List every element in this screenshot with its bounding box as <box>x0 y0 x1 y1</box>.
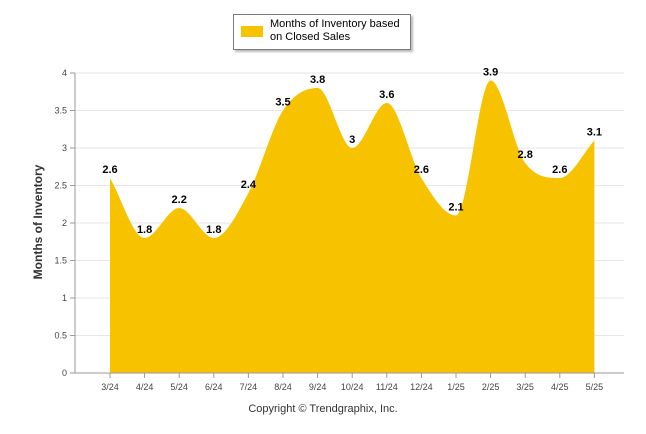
x-tick-label: 11/24 <box>376 382 398 392</box>
x-tick-label: 8/24 <box>274 382 292 392</box>
data-label: 3.6 <box>379 89 394 101</box>
data-labels: 2.6 1.8 2.2 1.8 2.4 3.5 3.8 3 3.6 2.6 2.1 3.9 2.8 2.6… <box>102 67 602 237</box>
data-label: 2.2 <box>172 194 187 206</box>
area-series <box>110 80 595 373</box>
data-label: 3.5 <box>275 97 290 109</box>
legend-label: Months of Inventory based on Closed Sale… <box>270 18 400 43</box>
y-tick-label: 3 <box>62 143 67 153</box>
y-axis-title: Months of Inventory <box>31 164 45 279</box>
axes <box>74 73 624 374</box>
x-tick-label: 10/24 <box>341 382 364 392</box>
x-tick-label: 6/24 <box>205 382 223 392</box>
area-fill <box>110 80 595 373</box>
y-tick-label: 0.5 <box>54 331 67 341</box>
legend: Months of Inventory based on Closed Sale… <box>233 14 411 50</box>
y-tick-label: 2 <box>62 218 67 228</box>
data-label: 2.4 <box>241 179 257 191</box>
data-label: 1.8 <box>137 224 152 236</box>
data-label: 1.8 <box>206 224 221 236</box>
x-tick-label: 4/24 <box>136 382 154 392</box>
data-label: 2.1 <box>448 202 463 214</box>
data-label: 3.1 <box>587 127 602 139</box>
data-label: 2.8 <box>518 149 533 161</box>
x-tick-label: 2/25 <box>482 382 500 392</box>
y-tick-label: 0 <box>62 368 67 378</box>
x-tick-label: 5/24 <box>170 382 188 392</box>
y-tick-label: 1 <box>62 293 67 303</box>
data-label: 3.9 <box>483 67 498 79</box>
y-tick-label: 2.5 <box>54 181 67 191</box>
data-label: 2.6 <box>552 164 567 176</box>
x-tick-label: 9/24 <box>309 382 327 392</box>
data-label: 2.6 <box>414 164 429 176</box>
x-tick-label: 5/25 <box>586 382 604 392</box>
x-tick-label: 1/25 <box>447 382 465 392</box>
x-tick-label: 3/25 <box>516 382 534 392</box>
y-tick-label: 3.5 <box>54 106 67 116</box>
data-label: 3 <box>349 134 355 146</box>
x-tick-label: 4/25 <box>551 382 569 392</box>
copyright-text: Copyright © Trendgraphix, Inc. <box>248 403 398 415</box>
x-tick-label: 3/24 <box>101 382 119 392</box>
x-tick-label: 7/24 <box>240 382 258 392</box>
legend-swatch <box>241 26 263 37</box>
y-tick-labels: 0 0.5 1 1.5 2 2.5 3 3.5 4 <box>54 68 67 378</box>
data-label: 3.8 <box>310 74 325 86</box>
y-tick-label: 1.5 <box>54 256 67 266</box>
y-tick-label: 4 <box>62 68 67 78</box>
data-label: 2.6 <box>102 164 117 176</box>
x-tick-label: 12/24 <box>410 382 433 392</box>
x-tick-labels: 3/24 4/24 5/24 6/24 7/24 8/24 9/24 10/24 11/24 12… <box>101 373 603 392</box>
